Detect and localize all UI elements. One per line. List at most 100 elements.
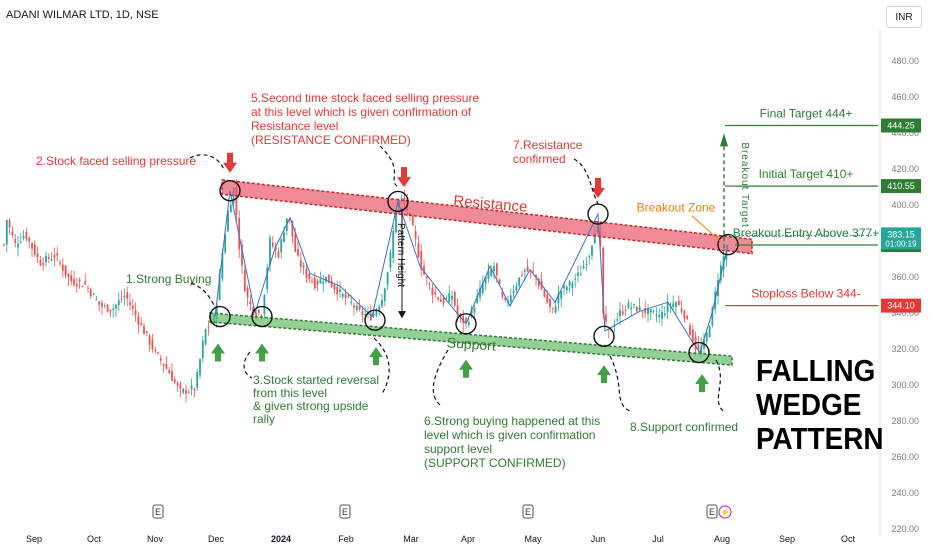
resistance-label: Resistance xyxy=(453,192,528,215)
candle-body xyxy=(425,276,428,279)
candle-body xyxy=(661,311,663,320)
support-arrow xyxy=(695,374,709,393)
candle-body xyxy=(546,294,549,303)
candle-body xyxy=(218,273,221,301)
candle-body xyxy=(3,244,5,246)
price-tick-label: 440.00 xyxy=(891,128,919,138)
candle-body xyxy=(294,234,297,252)
annotation-support-confirmed: support level xyxy=(424,442,492,456)
candle-body xyxy=(476,295,479,304)
candle-body xyxy=(389,252,392,268)
candle-body xyxy=(246,288,249,298)
candle-body xyxy=(579,274,582,276)
candle-body xyxy=(64,265,67,276)
currency-selector[interactable]: INR xyxy=(886,6,922,28)
candle-body xyxy=(5,220,8,245)
candle-body xyxy=(621,311,624,314)
candle-body xyxy=(274,246,277,251)
price-tick-label: 480.00 xyxy=(891,56,919,66)
candle-body xyxy=(17,244,19,248)
candle-body xyxy=(325,276,327,282)
candle-body xyxy=(134,310,137,316)
candle-body xyxy=(417,243,420,258)
time-tick-label: Mar xyxy=(403,534,419,544)
candle-body xyxy=(515,285,518,291)
candles xyxy=(3,178,728,403)
touch-circle xyxy=(593,325,615,348)
candle-body xyxy=(168,370,171,374)
candle-body xyxy=(577,272,579,276)
candle-body xyxy=(378,306,381,312)
candle-body xyxy=(607,329,610,331)
candle-body xyxy=(249,301,252,305)
level-price-tag xyxy=(881,118,921,133)
candle-body xyxy=(686,315,689,319)
resistance-band xyxy=(221,179,753,255)
earnings-marker xyxy=(522,504,534,519)
candle-body xyxy=(145,331,148,333)
candle-body xyxy=(14,239,17,243)
annotation-strong-buying: 1.Strong Buying xyxy=(126,272,211,286)
candle-body xyxy=(25,231,28,240)
candle-body xyxy=(719,265,722,281)
candle-body xyxy=(619,310,621,317)
pattern-title: WEDGE xyxy=(756,388,861,423)
pointer-curve xyxy=(609,355,633,413)
candle-body xyxy=(327,274,330,283)
annotation-reversal: rally xyxy=(253,412,275,426)
candle-body xyxy=(616,319,619,321)
candle-body xyxy=(386,272,389,285)
candle-body xyxy=(526,266,529,272)
candle-body xyxy=(361,311,364,316)
candle-body xyxy=(129,302,131,306)
candle-body xyxy=(187,391,190,393)
price-tick-label: 340.00 xyxy=(891,308,919,318)
candle-body xyxy=(31,242,33,249)
candle-body xyxy=(87,287,89,289)
candle-body xyxy=(33,244,36,255)
candle-body xyxy=(229,204,232,213)
candle-body xyxy=(131,305,134,309)
candle-body xyxy=(543,289,546,297)
current-price-text: 383.15 xyxy=(887,229,915,239)
candle-body xyxy=(467,321,470,325)
candle-body xyxy=(165,364,168,369)
price-tick-label: 300.00 xyxy=(891,380,919,390)
candle-body xyxy=(302,265,305,268)
time-tick-label: Sep xyxy=(26,534,42,544)
earnings-marker-label: E xyxy=(709,507,715,517)
candle-body xyxy=(201,340,204,358)
earnings-marker-label: E xyxy=(342,507,348,517)
candle-body xyxy=(711,307,714,326)
support-arrow xyxy=(459,359,473,378)
candle-body xyxy=(280,239,283,253)
breakout-zone-pointer xyxy=(691,215,721,242)
candle-body xyxy=(509,295,512,302)
candle-body xyxy=(358,306,361,310)
candle-body xyxy=(207,327,210,329)
candle-body xyxy=(448,292,451,303)
candle-body xyxy=(582,265,585,269)
candle-body xyxy=(565,286,568,291)
candle-body xyxy=(644,308,647,314)
candle-body xyxy=(493,266,495,271)
candle-body xyxy=(277,251,280,258)
annotation-support-confirmed-8: 8.Support confirmed xyxy=(630,420,738,434)
annotation-second-resistance: at this level which is given confirmatio… xyxy=(251,105,472,119)
candle-body xyxy=(193,388,196,391)
support-label: Support xyxy=(446,334,496,353)
level-label: Final Target 444+ xyxy=(760,106,853,120)
countdown-text: 01:00:19 xyxy=(885,239,917,248)
candle-body xyxy=(585,263,588,266)
resistance-arrow xyxy=(223,152,237,173)
pointer-curve xyxy=(379,145,398,187)
candle-body xyxy=(560,291,563,299)
candle-body xyxy=(344,293,347,299)
candle-body xyxy=(36,253,39,258)
earnings-marker xyxy=(339,504,351,519)
touch-circle xyxy=(251,305,273,328)
candle-body xyxy=(204,329,207,345)
time-tick-label: 2024 xyxy=(271,534,291,544)
candle-body xyxy=(403,197,406,203)
